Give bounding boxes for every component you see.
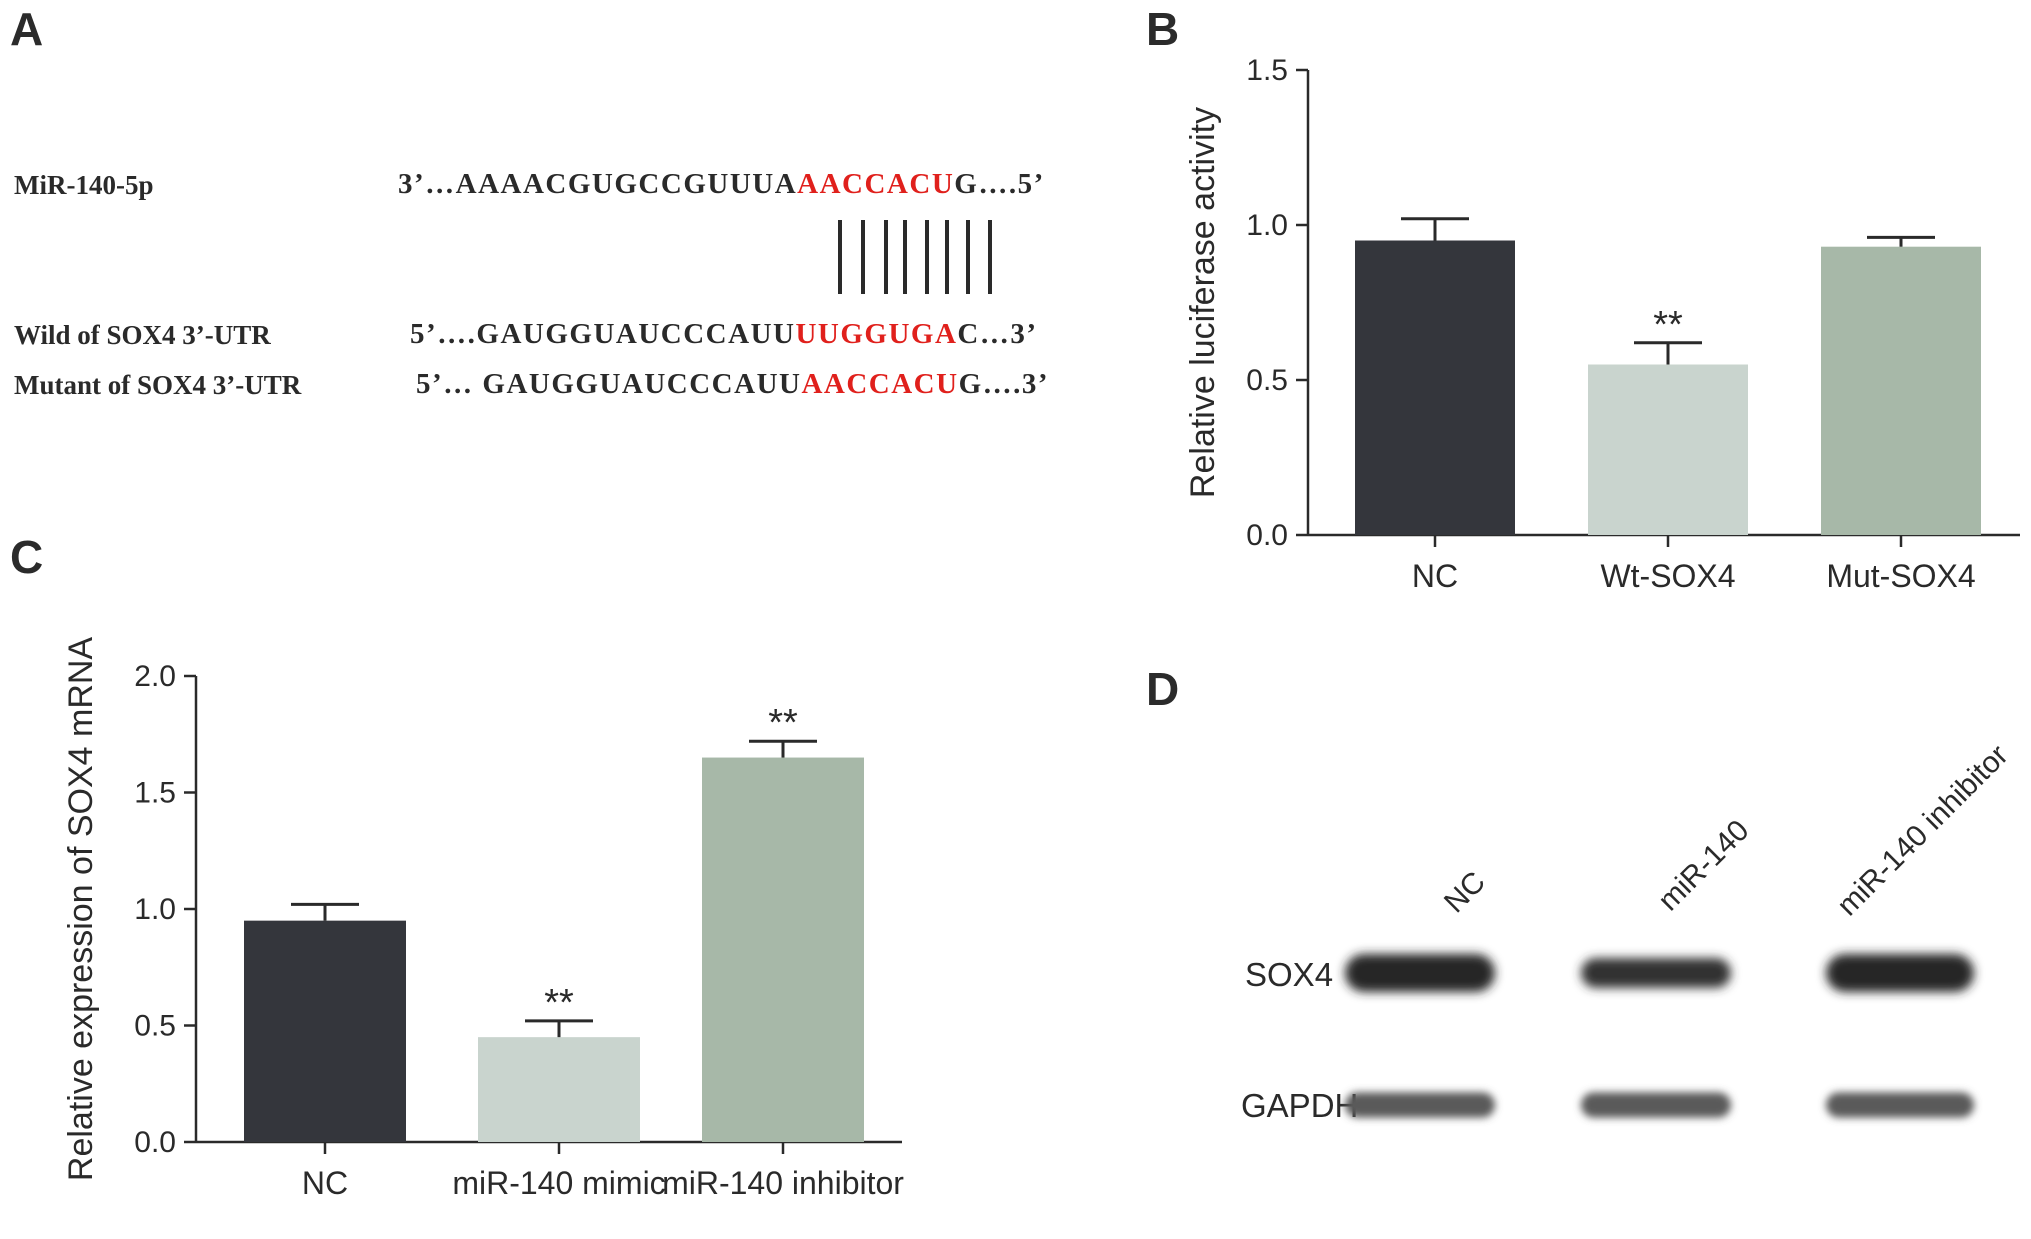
gapdh-band-2 bbox=[1826, 1092, 1974, 1118]
y-axis-label: Relative expression of SOX4 mRNA bbox=[62, 637, 100, 1182]
y-tick-label: 0.5 bbox=[1246, 364, 1288, 397]
panel-letter-d: D bbox=[1146, 663, 1180, 715]
sequence-alignment-panel: MiR-140-5p 3’…AAAACGUGCCGUUUAAACCACUG….5… bbox=[0, 0, 1120, 480]
sox4-mrna-chart-svg: 0.0 0.5 1.0 1.5 2.0 Relative expression of SO… bbox=[62, 637, 904, 1201]
bar-2 bbox=[1821, 246, 1981, 535]
gapdh-band-0 bbox=[1345, 1092, 1495, 1118]
mir-seq-seed: AACCACU bbox=[797, 168, 955, 200]
y-tick-label: 1.0 bbox=[134, 893, 176, 926]
sox4-band-0 bbox=[1345, 954, 1495, 992]
blot-row-label-gapdh: GAPDH bbox=[1241, 1087, 1359, 1124]
mir-label: MiR-140-5p bbox=[14, 170, 154, 200]
y-tick-label: 0.0 bbox=[1246, 519, 1288, 552]
panel-letter-b: B bbox=[1146, 3, 1180, 55]
mir-sequence: 3’…AAAACGUGCCGUUUAAACCACUG….5’ bbox=[398, 168, 1045, 201]
western-blot-panel: NC miR-140 miR-140 inhibitor SOX4 GAPDH bbox=[1120, 640, 2031, 1239]
significance-mark-1: ** bbox=[1653, 304, 1683, 346]
sox4-mrna-chart: 0.0 0.5 1.0 1.5 2.0 Relative expression of SO… bbox=[60, 560, 1060, 1239]
x-tick-label-1: Wt-SOX4 bbox=[1600, 558, 1735, 594]
sox4-band-2 bbox=[1826, 954, 1974, 992]
luciferase-chart-svg: 0.0 0.5 1.0 1.5 Relative luciferase activity… bbox=[1184, 54, 2020, 594]
panel-letter-c: C bbox=[10, 531, 44, 583]
y-axis-label: Relative luciferase activity bbox=[1184, 107, 1222, 498]
panel-letter-a: A bbox=[10, 3, 44, 55]
gapdh-band-1 bbox=[1581, 1092, 1731, 1118]
mutant-sequence: 5’… GAUGGUAUCCCAUUAACCACUG….3’ bbox=[416, 368, 1049, 401]
x-tick-label-2: Mut-SOX4 bbox=[1826, 558, 1975, 594]
luciferase-chart: 0.0 0.5 1.0 1.5 Relative luciferase activity… bbox=[1170, 30, 2030, 630]
wild-seq-suffix: C…3’ bbox=[957, 318, 1038, 350]
y-tick-label: 2.0 bbox=[134, 660, 176, 693]
significance-mark-2: ** bbox=[768, 702, 798, 744]
x-tick-label-2: miR-140 inhibitor bbox=[662, 1165, 904, 1201]
mutant-seq-site: AACCACU bbox=[801, 368, 959, 400]
y-tick-label: 0.5 bbox=[134, 1010, 176, 1043]
y-tick-label: 1.0 bbox=[1246, 209, 1288, 242]
x-tick-label-1: miR-140 mimic bbox=[452, 1165, 665, 1201]
blot-row-label-sox4: SOX4 bbox=[1245, 956, 1334, 993]
mir-seq-prefix: 3’…AAAACGUGCCGUUUA bbox=[398, 168, 798, 200]
mutant-label: Mutant of SOX4 3’-UTR bbox=[14, 370, 302, 400]
bar-2 bbox=[702, 757, 864, 1142]
y-tick-label: 1.5 bbox=[1246, 54, 1288, 87]
mir-seq-suffix: G….5’ bbox=[954, 168, 1045, 200]
bar-0 bbox=[1355, 240, 1515, 535]
bar-0 bbox=[244, 920, 406, 1142]
bar-1 bbox=[1588, 364, 1748, 535]
mutant-seq-prefix: 5’… GAUGGUAUCCCAUU bbox=[416, 368, 802, 400]
blot-bands bbox=[1345, 954, 1974, 1118]
y-tick-label: 1.5 bbox=[134, 777, 176, 810]
x-tick-label-0: NC bbox=[302, 1165, 348, 1201]
y-tick-label: 0.0 bbox=[134, 1126, 176, 1159]
x-tick-label-0: NC bbox=[1412, 558, 1458, 594]
wild-label: Wild of SOX4 3’-UTR bbox=[14, 320, 271, 350]
mutant-seq-suffix: G….3’ bbox=[958, 368, 1050, 400]
significance-mark-1: ** bbox=[544, 982, 574, 1024]
bar-1 bbox=[478, 1037, 640, 1142]
base-pairing-lines bbox=[838, 220, 992, 294]
wild-sequence: 5’….GAUGGUAUCCCAUUUUGGUGAC…3’ bbox=[410, 318, 1038, 351]
wild-seq-prefix: 5’….GAUGGUAUCCCAUU bbox=[410, 318, 796, 350]
wild-seq-site: UUGGUGA bbox=[795, 318, 958, 350]
sox4-band-1 bbox=[1581, 958, 1731, 988]
